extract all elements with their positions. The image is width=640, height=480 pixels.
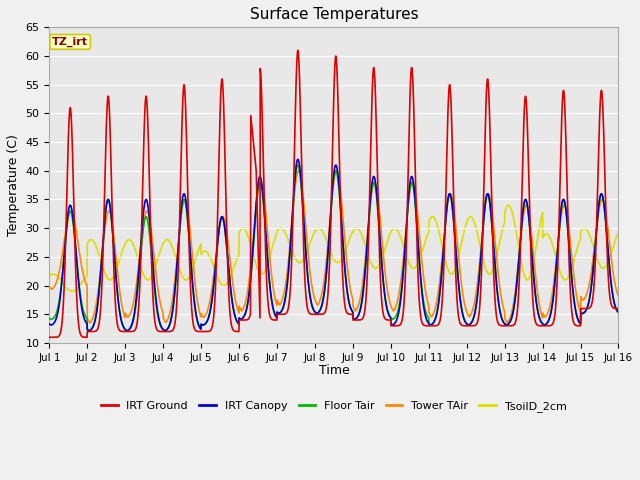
Tower TAir [204,305,212,311]
TsoilD_2cm [580,225,588,231]
Tower TAir [364,235,371,240]
Floor Tair [45,315,53,321]
Floor Tair [124,328,131,334]
TsoilD_2cm [204,251,212,257]
IRT Canopy [351,316,358,322]
TsoilD_2cm [565,274,573,279]
IRT Canopy [124,328,131,334]
IRT Ground [364,273,371,278]
IRT Canopy [614,310,622,315]
Floor Tair [614,310,622,315]
Floor Tair [351,316,358,322]
IRT Ground [580,306,588,312]
IRT Ground [204,328,212,334]
Line: TsoilD_2cm: TsoilD_2cm [49,205,618,291]
Tower TAir [86,320,94,326]
TsoilD_2cm [505,203,513,208]
Floor Tair [204,315,212,321]
Floor Tair [500,320,508,325]
IRT Canopy [45,321,53,327]
IRT Ground [294,48,302,53]
TsoilD_2cm [68,288,76,294]
Tower TAir [580,296,588,301]
TsoilD_2cm [614,229,622,235]
Line: Tower TAir: Tower TAir [49,171,618,323]
TsoilD_2cm [45,273,53,279]
Line: IRT Ground: IRT Ground [49,50,618,337]
IRT Ground [45,335,53,340]
IRT Canopy [500,320,508,325]
Line: Floor Tair: Floor Tair [49,165,618,331]
Floor Tair [364,242,371,248]
IRT Canopy [204,315,212,321]
Tower TAir [565,223,573,229]
TsoilD_2cm [351,227,358,232]
TsoilD_2cm [363,248,371,254]
Floor Tair [565,237,573,243]
Tower TAir [614,293,622,299]
Tower TAir [295,168,303,174]
IRT Canopy [565,237,573,243]
IRT Canopy [364,239,371,244]
IRT Canopy [294,156,302,162]
Tower TAir [500,306,508,312]
Line: IRT Canopy: IRT Canopy [49,159,618,331]
IRT Canopy [580,310,588,315]
Title: Surface Temperatures: Surface Temperatures [250,7,418,22]
Tower TAir [351,307,358,313]
Floor Tair [580,310,588,315]
IRT Ground [351,317,358,323]
Text: TZ_irt: TZ_irt [52,37,88,47]
Legend: IRT Ground, IRT Canopy, Floor Tair, Tower TAir, TsoilD_2cm: IRT Ground, IRT Canopy, Floor Tair, Towe… [97,396,572,416]
X-axis label: Time: Time [319,364,349,377]
IRT Ground [565,245,573,251]
Y-axis label: Temperature (C): Temperature (C) [7,134,20,236]
IRT Ground [47,335,55,340]
Floor Tair [294,162,302,168]
TsoilD_2cm [500,223,508,228]
IRT Ground [614,306,622,312]
IRT Ground [500,323,508,329]
Tower TAir [45,283,53,289]
